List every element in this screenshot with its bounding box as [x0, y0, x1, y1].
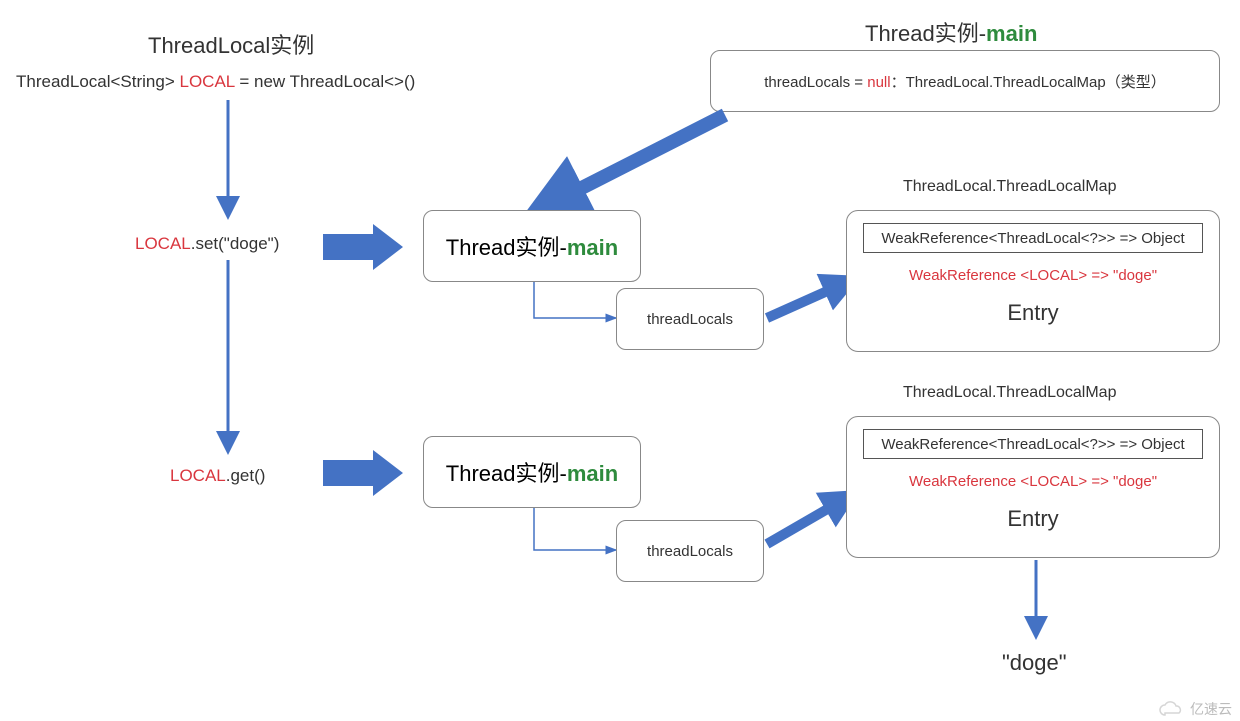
- box-threadlocals-null: threadLocals = null：ThreadLocal.ThreadLo…: [710, 50, 1220, 112]
- decl-suffix: = new ThreadLocal<>(): [235, 72, 416, 91]
- tl-null-prefix: threadLocals =: [764, 74, 867, 91]
- threadlocals-1-label: threadLocals: [647, 311, 733, 328]
- watermark-text: 亿速云: [1190, 699, 1232, 719]
- weakref-inst-1: WeakReference <LOCAL> => "doge": [847, 267, 1219, 284]
- watermark: 亿速云: [1158, 699, 1232, 719]
- call-get: LOCAL.get(): [170, 466, 265, 486]
- call-set: LOCAL.set("doge"): [135, 234, 279, 254]
- weakref-type-1: WeakReference<ThreadLocal<?>> => Object: [863, 223, 1203, 253]
- arrow-nullbox-to-threadbox: [540, 110, 740, 220]
- cloud-icon: [1158, 700, 1186, 718]
- thread-box1-prefix: Thread实例-: [446, 235, 567, 260]
- title-threadlocal: ThreadLocal实例: [148, 28, 314, 60]
- decl-prefix: ThreadLocal<String>: [16, 72, 180, 91]
- entry-label-2: Entry: [847, 506, 1219, 532]
- thread-box2-main: main: [567, 461, 618, 486]
- map-box-2: WeakReference<ThreadLocal<?>> => Object …: [846, 416, 1220, 558]
- call-set-local: LOCAL: [135, 234, 191, 253]
- arrow-tl1-to-map1: [765, 274, 855, 324]
- map-box-1: WeakReference<ThreadLocal<?>> => Object …: [846, 210, 1220, 352]
- arrow-elbow-2: [530, 508, 630, 563]
- title-thread-main: Thread实例-main: [865, 16, 1037, 48]
- result-value: "doge": [1002, 650, 1067, 676]
- arrow-map2-to-result: [1026, 560, 1046, 640]
- tl-null-word: null: [867, 74, 890, 91]
- arrow-elbow-1: [530, 282, 630, 332]
- arrow-set-to-get: [218, 260, 238, 455]
- thread-box1-main: main: [567, 235, 618, 260]
- map-title-2: ThreadLocal.ThreadLocalMap: [903, 384, 1116, 402]
- weakref-type-2: WeakReference<ThreadLocal<?>> => Object: [863, 429, 1203, 459]
- call-get-suffix: .get(): [226, 466, 266, 485]
- box-threadlocals-1: threadLocals: [616, 288, 764, 350]
- arrow-tl2-to-map2: [765, 490, 855, 550]
- arrow-set-to-thread1: [318, 222, 408, 272]
- declaration-line: ThreadLocal<String> LOCAL = new ThreadLo…: [16, 72, 415, 92]
- title-thread-main-word: main: [986, 21, 1037, 46]
- arrow-decl-to-set: [218, 100, 238, 220]
- box-thread-main-2: Thread实例-main: [423, 436, 641, 508]
- tl-null-suffix: ：ThreadLocal.ThreadLocalMap（类型）: [891, 74, 1166, 91]
- call-get-local: LOCAL: [170, 466, 226, 485]
- entry-label-1: Entry: [847, 300, 1219, 326]
- map-title-1: ThreadLocal.ThreadLocalMap: [903, 178, 1116, 196]
- title-thread-prefix: Thread实例-: [865, 21, 986, 46]
- arrow-get-to-thread2: [318, 448, 408, 498]
- box-thread-main-1: Thread实例-main: [423, 210, 641, 282]
- box-threadlocals-2: threadLocals: [616, 520, 764, 582]
- decl-local: LOCAL: [180, 72, 235, 91]
- thread-box2-prefix: Thread实例-: [446, 461, 567, 486]
- call-set-suffix: .set("doge"): [191, 234, 280, 253]
- threadlocals-2-label: threadLocals: [647, 543, 733, 560]
- weakref-inst-2: WeakReference <LOCAL> => "doge": [847, 473, 1219, 490]
